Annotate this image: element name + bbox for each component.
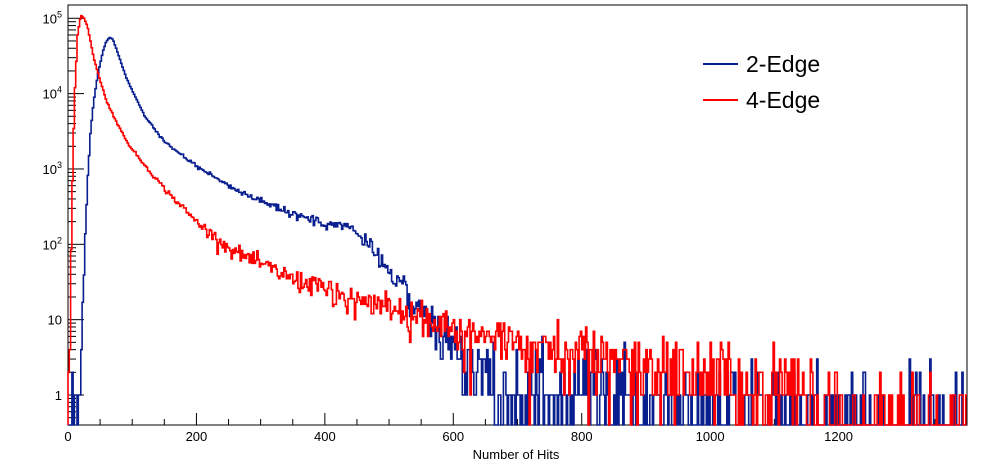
legend-label: 4-Edge xyxy=(746,87,820,113)
series-line xyxy=(67,14,967,426)
y-tick-label: 103 xyxy=(43,160,62,177)
legend-label: 2-Edge xyxy=(746,51,820,77)
x-tick-label: 400 xyxy=(314,429,336,444)
x-tick-label: 800 xyxy=(571,429,593,444)
series-line xyxy=(68,36,967,426)
x-axis-title: Number of Hits xyxy=(473,447,560,462)
y-tick-label: 102 xyxy=(43,235,62,252)
x-tick-label: 0 xyxy=(64,429,71,444)
series-4-edge xyxy=(67,14,967,426)
series-layer xyxy=(67,14,967,426)
y-tick-label: 1 xyxy=(55,388,62,403)
y-tick-label: 10 xyxy=(48,313,62,328)
x-tick-labels: 0 200 400 600 800 1000 1200 xyxy=(64,429,853,444)
x-tick-label: 1000 xyxy=(696,429,725,444)
legend: 2-Edge 4-Edge xyxy=(703,51,820,113)
y-tick-labels: 1 10 102 103 104 105 xyxy=(43,9,62,403)
y-tick-label: 105 xyxy=(43,9,62,26)
y-tick-label: 104 xyxy=(43,85,62,102)
series-2-edge xyxy=(68,36,967,426)
x-tick-label: 1200 xyxy=(824,429,853,444)
x-tick-label: 200 xyxy=(186,429,208,444)
x-tick-label: 600 xyxy=(442,429,464,444)
